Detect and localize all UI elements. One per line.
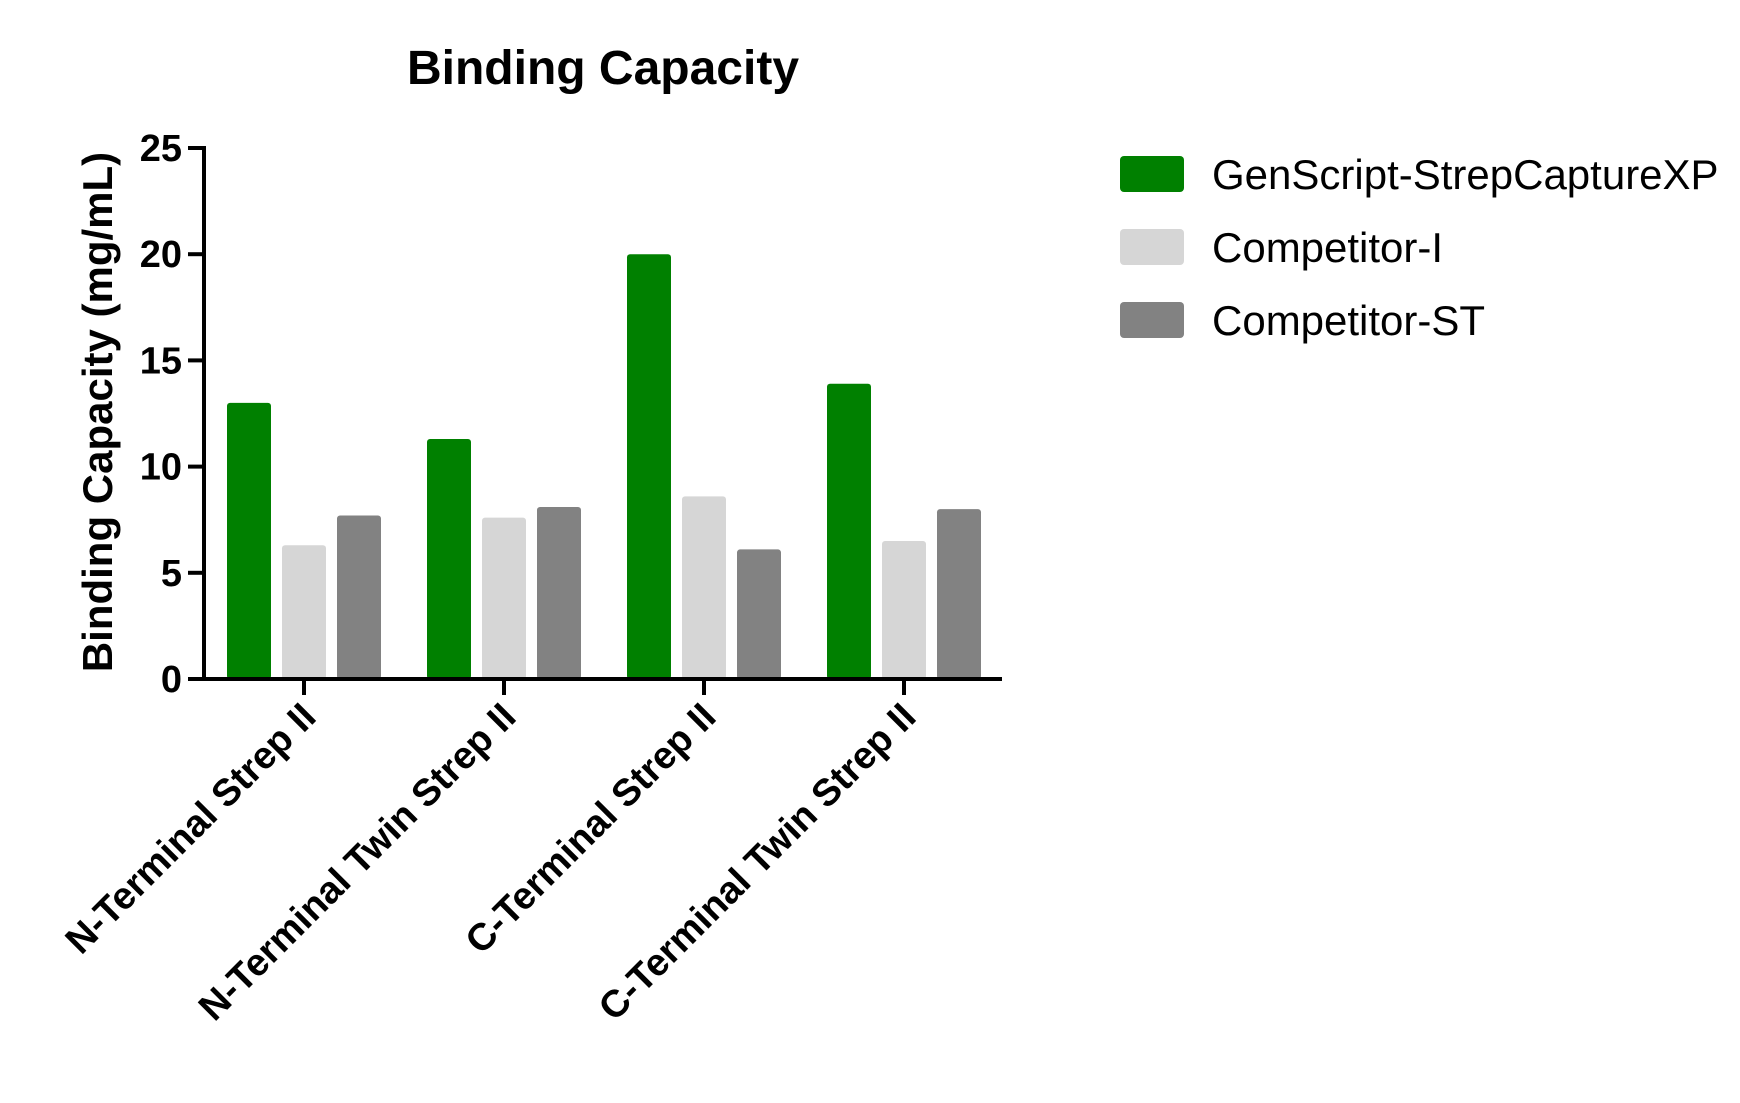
bar-3-1: [882, 540, 926, 679]
y-tick-label-4: 20: [140, 234, 182, 276]
bar-0-1: [282, 545, 326, 679]
bar-2-1: [682, 496, 726, 679]
y-tick-label-1: 5: [161, 553, 182, 595]
y-axis-label: Binding Capacity (mg/mL): [74, 152, 121, 672]
y-axis: 0 5 10 15 20 25: [140, 128, 206, 701]
bar-2-2: [737, 549, 781, 679]
chart-title: Binding Capacity: [407, 42, 799, 95]
legend-label-1: Competitor-I: [1212, 224, 1443, 271]
y-tick-label-2: 10: [140, 447, 182, 489]
bar-0-2: [337, 515, 381, 679]
bar-1-0: [427, 438, 471, 679]
legend-swatch-1: [1120, 229, 1184, 265]
bar-2-0: [627, 254, 671, 679]
bars-group: [227, 254, 981, 679]
bar-3-0: [827, 383, 871, 679]
legend-swatch-2: [1120, 302, 1184, 338]
legend-label-0: GenScript-StrepCaptureXP: [1212, 151, 1719, 198]
legend-label-2: Competitor-ST: [1212, 297, 1485, 344]
bar-1-2: [537, 506, 581, 679]
y-tick-label-0: 0: [161, 659, 182, 701]
y-tick-label-5: 25: [140, 128, 182, 170]
legend: GenScript-StrepCaptureXP Competitor-I Comp…: [1120, 151, 1719, 344]
x-tick-label-1: N-Terminal Twin Strep II: [191, 696, 524, 1029]
y-tick-label-3: 15: [140, 340, 182, 382]
bar-0-0: [227, 402, 271, 679]
legend-swatch-0: [1120, 156, 1184, 192]
x-axis: N-Terminal Strep IIN-Terminal Twin Strep…: [58, 677, 1002, 1029]
bar-1-1: [482, 517, 526, 679]
bar-3-2: [937, 509, 981, 679]
x-tick-label-3: C-Terminal Twin Strep II: [591, 696, 924, 1029]
